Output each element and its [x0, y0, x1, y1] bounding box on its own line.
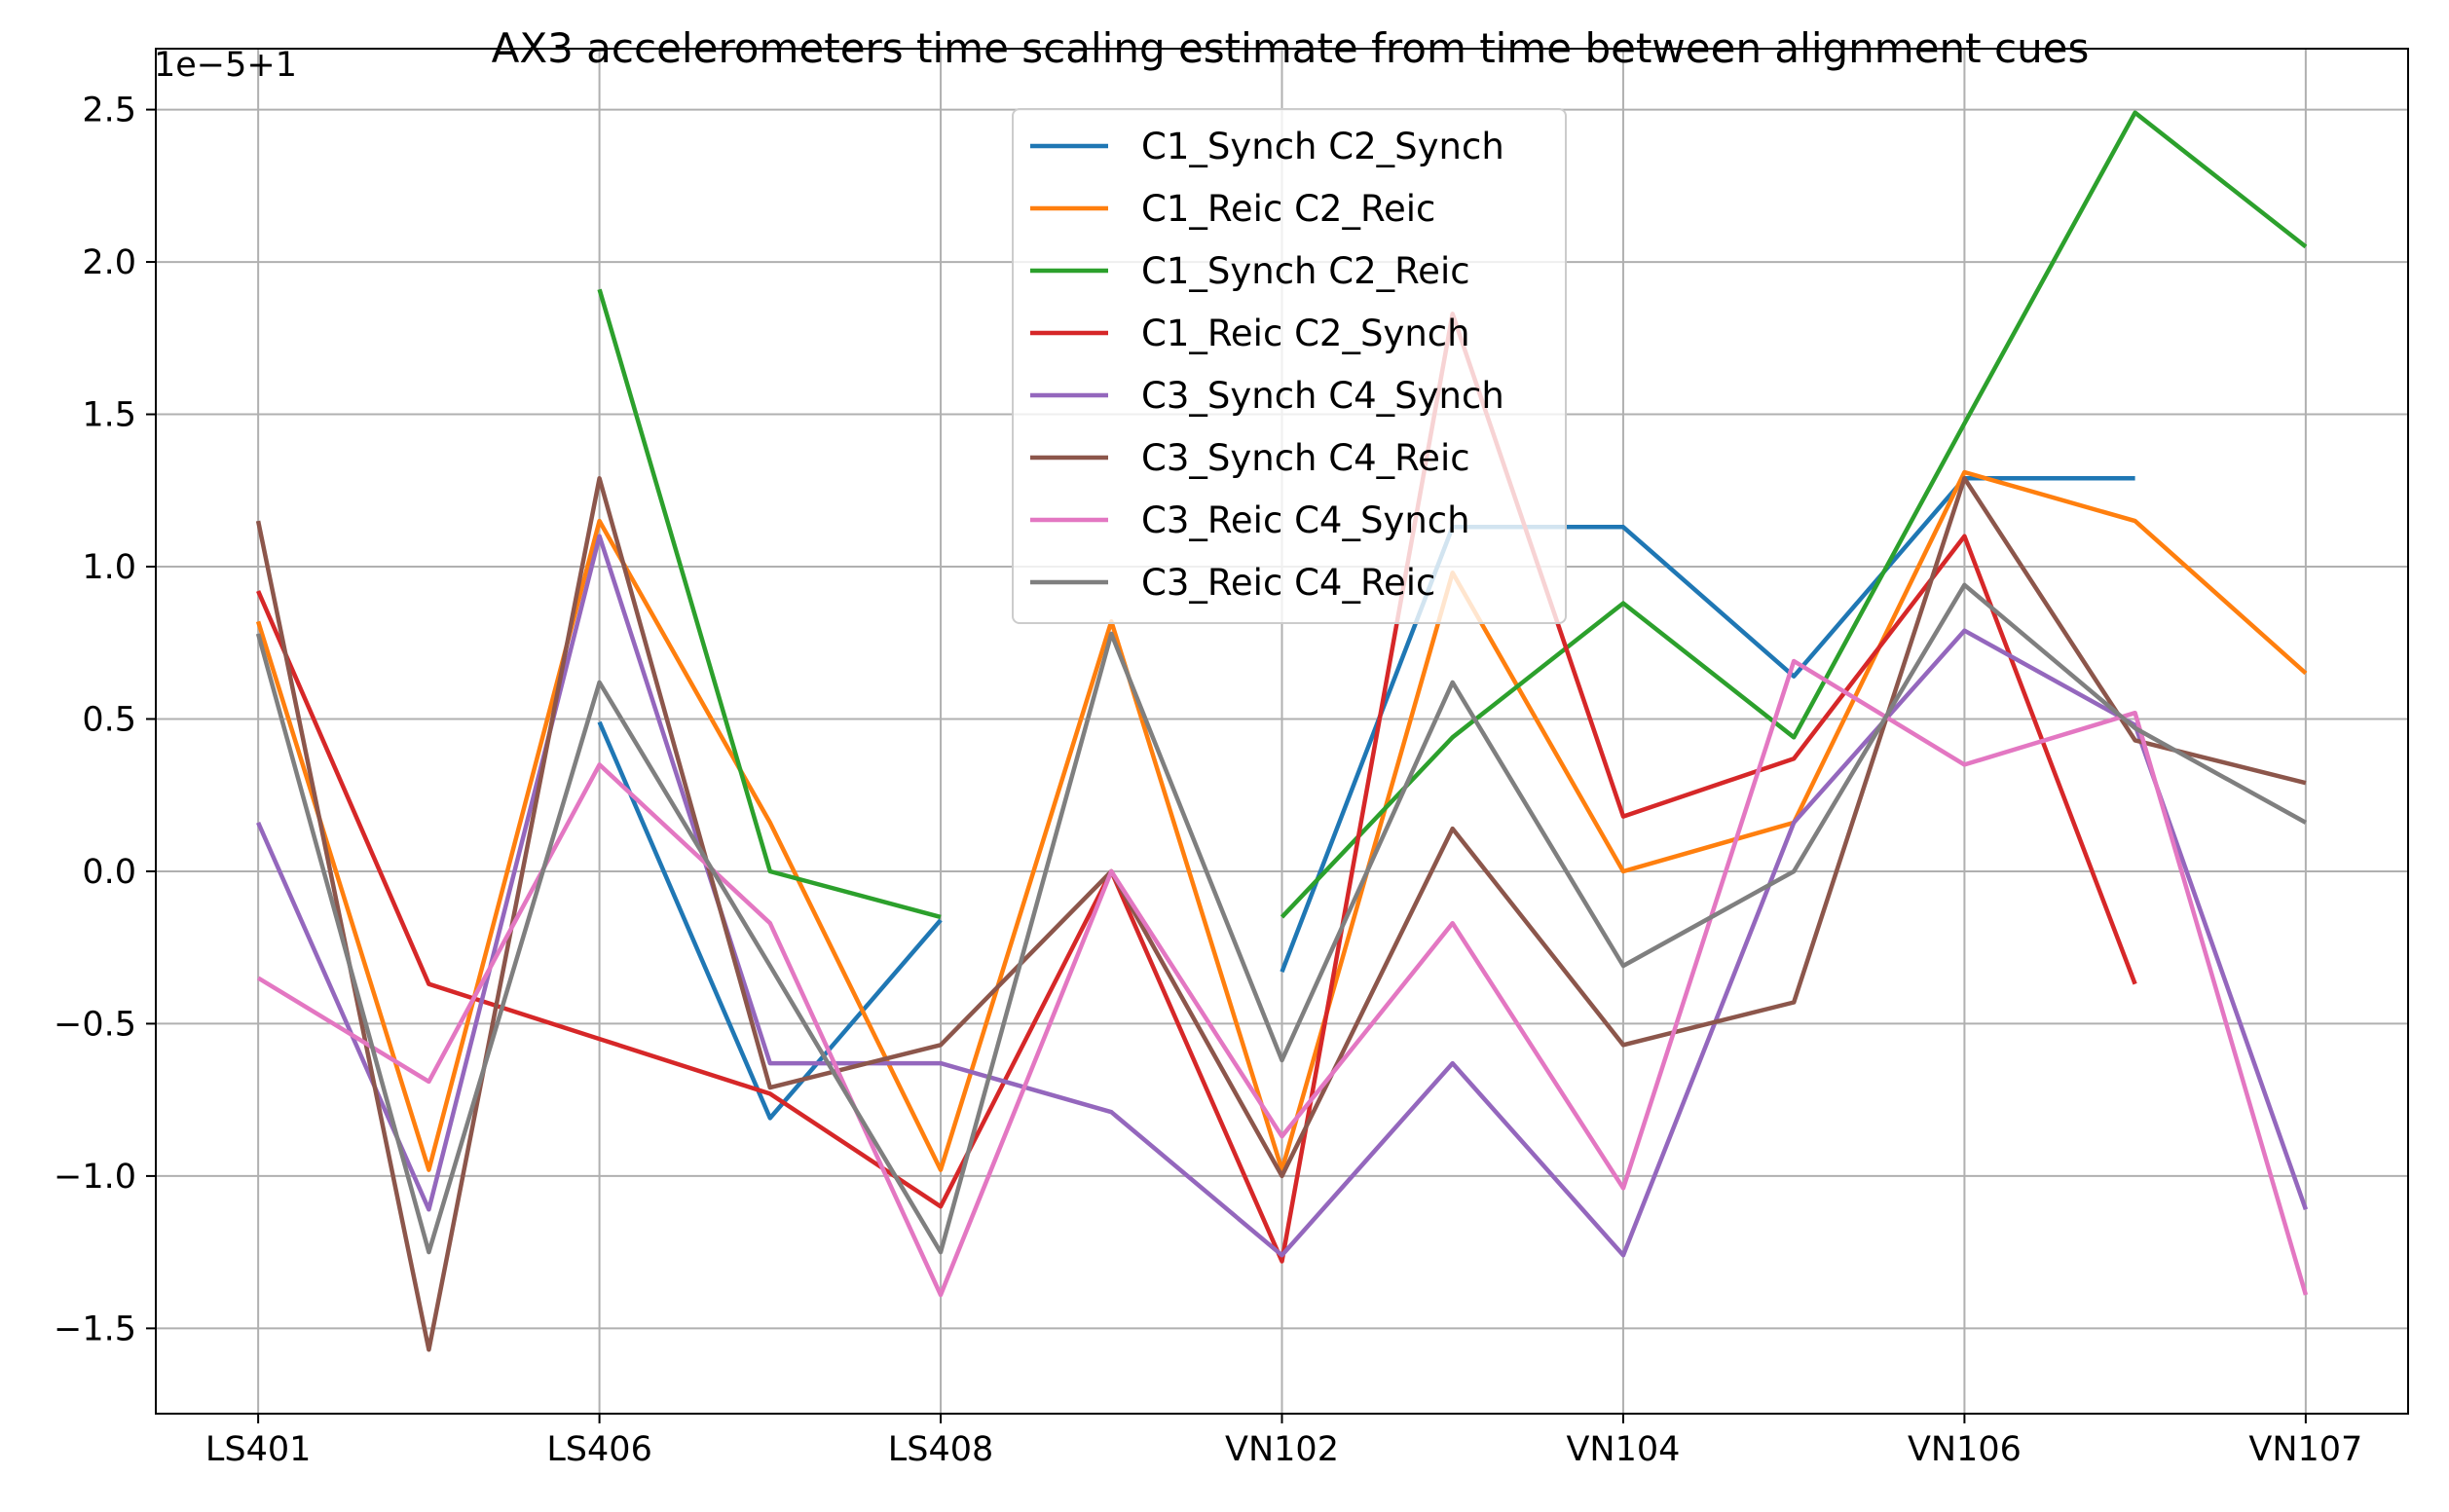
y-tick-label: −0.5	[54, 1005, 136, 1044]
series-line-segment	[597, 720, 943, 1121]
series-line-segment	[1280, 110, 2308, 919]
legend-label: C3_Reic C4_Synch	[1141, 499, 1470, 541]
y-tick-label: 2.5	[82, 92, 136, 130]
series-c1-reic-c2-synch	[256, 312, 2137, 1264]
y-tick-label: 0.5	[82, 700, 136, 739]
legend-label: C1_Reic C2_Synch	[1141, 313, 1470, 354]
series-line-segment	[255, 476, 2307, 1352]
x-tick-label: VN104	[1566, 1430, 1680, 1469]
series-c3-synch-c4-reic	[255, 476, 2307, 1352]
legend-label: C1_Synch C2_Synch	[1141, 126, 1504, 167]
y-tick-label: 0.0	[82, 853, 136, 892]
series-line-segment	[256, 312, 2137, 1264]
axis-ticks: LS401 LS406 LS408 VN102 VN104 VN106 VN107 −1.5 −…	[54, 92, 2362, 1469]
series-c1-reic-c2-reic	[255, 469, 2308, 1172]
x-tick-label: LS406	[546, 1430, 652, 1469]
series-lines	[255, 110, 2309, 1352]
legend-label: C1_Synch C2_Reic	[1141, 250, 1470, 292]
x-tick-label: LS408	[888, 1430, 994, 1469]
series-line-segment	[255, 582, 2307, 1255]
x-tick-label: VN106	[1908, 1430, 2022, 1469]
series-c3-synch-c4-synch	[256, 534, 2309, 1258]
y-tick-label: 1.0	[82, 548, 136, 587]
legend-label: C3_Synch C4_Synch	[1141, 375, 1504, 417]
x-tick-label: LS401	[205, 1430, 312, 1469]
series-line-segment	[256, 534, 2309, 1258]
x-tick-label: VN102	[1225, 1430, 1339, 1469]
series-line-segment	[597, 288, 942, 920]
legend-label: C3_Reic C4_Reic	[1141, 562, 1435, 604]
y-tick-label: 1.5	[82, 396, 136, 435]
legend-label: C1_Reic C2_Reic	[1141, 188, 1435, 230]
series-line-segment	[255, 469, 2308, 1172]
y-tick-label: −1.5	[54, 1309, 136, 1348]
series-c3-reic-c4-synch	[256, 658, 2309, 1298]
y-tick-label: 2.0	[82, 243, 136, 282]
y-tick-label: −1.0	[54, 1158, 136, 1197]
legend-box	[1012, 108, 1567, 624]
x-tick-label: VN107	[2248, 1430, 2362, 1469]
chart-title: AX3 accelerometers time scaling estimate…	[492, 24, 2090, 72]
series-line-segment	[256, 658, 2309, 1298]
series-c1-synch-c2-reic	[597, 110, 2308, 920]
series-c3-reic-c4-reic	[255, 582, 2307, 1255]
legend-label: C3_Synch C4_Reic	[1141, 437, 1470, 479]
legend: C1_Synch C2_Synch C1_Reic C2_Reic C1_Synch…	[1012, 108, 1567, 624]
axis-offset-text: 1e−5+1	[154, 46, 297, 85]
